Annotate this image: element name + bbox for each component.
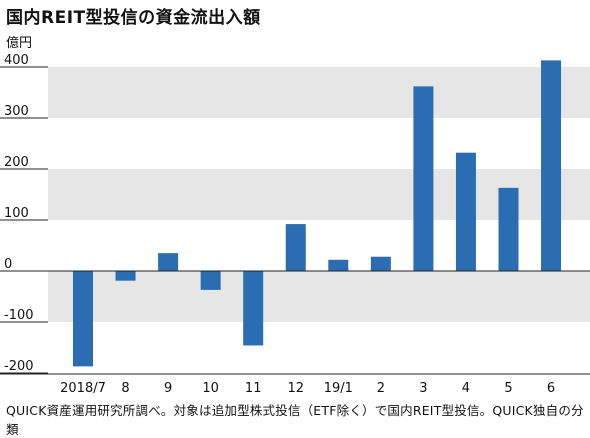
x-tick-label: 5 (504, 381, 512, 396)
bar (328, 259, 349, 271)
bar (413, 86, 434, 271)
bar (73, 271, 93, 367)
x-tick-label: 9 (164, 381, 172, 396)
x-tick-label: 12 (287, 381, 304, 396)
bar (498, 187, 519, 271)
source-note: QUICK資産運用研究所調べ。対象は追加型株式投信（ETF除く）で国内REIT型… (6, 403, 584, 437)
bar (243, 271, 264, 346)
y-tick-label: 100 (4, 206, 29, 221)
y-tick-label: 200 (4, 155, 29, 170)
grid-band (48, 67, 590, 118)
bar (115, 271, 136, 281)
x-tick-label: 4 (462, 381, 470, 396)
x-tick-label: 8 (121, 381, 129, 396)
y-tick-label: 400 (4, 53, 29, 68)
chart-title: 国内REIT型投信の資金流出入額 (6, 8, 261, 28)
bar (370, 256, 391, 271)
x-tick-label: 6 (547, 381, 555, 396)
bar (455, 152, 476, 271)
y-axis-unit: 億円 (6, 36, 33, 51)
x-tick-label: 2 (377, 381, 385, 396)
bar (541, 60, 562, 272)
x-tick-label: 3 (419, 381, 427, 396)
grid-band (48, 271, 590, 322)
y-tick-label: -200 (4, 359, 34, 374)
bar (158, 253, 179, 271)
bar (285, 224, 306, 271)
y-tick-label: -100 (4, 308, 34, 323)
x-tick-label: 19/1 (324, 381, 353, 396)
y-tick-label: 0 (4, 257, 12, 272)
x-tick-label: 11 (245, 381, 262, 396)
bar (200, 271, 221, 290)
y-tick-label: 300 (4, 104, 29, 119)
chart-figure: 国内REIT型投信の資金流出入額 億円 400 300 200 100 0 -100 -20… (0, 8, 590, 437)
x-tick-label: 10 (202, 381, 219, 396)
bar-chart: 400 300 200 100 0 -100 -200 2018/7 8 9 10 11 12 19/1 2… (0, 53, 590, 396)
x-tick-label: 2018/7 (60, 381, 106, 396)
